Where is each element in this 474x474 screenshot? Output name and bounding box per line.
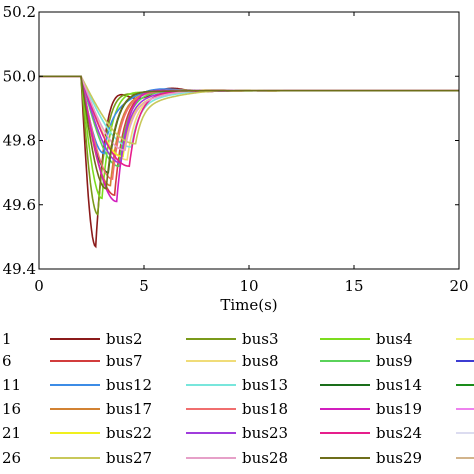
legend-partial-label: 1 xyxy=(2,330,12,348)
y-tick-label: 49.4 xyxy=(3,260,36,278)
x-tick-label: 20 xyxy=(449,277,468,295)
legend-label-bus13: bus13 xyxy=(242,376,288,394)
x-tick-label: 15 xyxy=(344,277,363,295)
legend-partial-label: 21 xyxy=(2,424,21,442)
series-line-bus13 xyxy=(39,75,459,148)
series-line-bus4 xyxy=(39,75,459,200)
series-layer xyxy=(39,75,459,249)
series-line-bus29 xyxy=(39,75,459,190)
legend-label-bus19: bus19 xyxy=(376,400,422,418)
legend-label-bus3: bus3 xyxy=(242,330,279,348)
legend-label-bus27: bus27 xyxy=(106,449,152,467)
x-tick-label: 0 xyxy=(34,277,44,295)
legend-label-bus12: bus12 xyxy=(106,376,152,394)
legend-label-bus2: bus2 xyxy=(106,330,143,348)
x-tick-label: 10 xyxy=(239,277,258,295)
legend-label-bus24: bus24 xyxy=(376,424,422,442)
axis-ticks: 0 5 10 15 20 49.4 49.6 49.8 50.0 50.2 xyxy=(3,3,469,295)
legend-label-bus29: bus29 xyxy=(376,449,422,467)
legend-partial-label: 11 xyxy=(2,376,21,394)
y-tick-label: 50.2 xyxy=(3,3,36,21)
legend-label-bus14: bus14 xyxy=(376,376,422,394)
x-tick-label: 5 xyxy=(139,277,149,295)
y-tick-label: 50.0 xyxy=(3,67,36,85)
legend-label-bus22: bus22 xyxy=(106,424,152,442)
legend-label-bus8: bus8 xyxy=(242,352,279,370)
legend-label-bus4: bus4 xyxy=(376,330,413,348)
legend-label-bus18: bus18 xyxy=(242,400,288,418)
legend-label-bus9: bus9 xyxy=(376,352,413,370)
legend-partial-label: 16 xyxy=(2,400,21,418)
legend-partial-label: 26 xyxy=(2,449,21,467)
legend-label-bus28: bus28 xyxy=(242,449,288,467)
y-tick-label: 49.8 xyxy=(3,132,36,150)
legend-label-bus17: bus17 xyxy=(106,400,152,418)
legend-label-bus7: bus7 xyxy=(106,352,143,370)
legend-label-bus23: bus23 xyxy=(242,424,288,442)
x-axis-label: Time(s) xyxy=(220,296,277,314)
y-tick-label: 49.6 xyxy=(3,196,36,214)
legend-partial-label: 6 xyxy=(2,352,12,370)
